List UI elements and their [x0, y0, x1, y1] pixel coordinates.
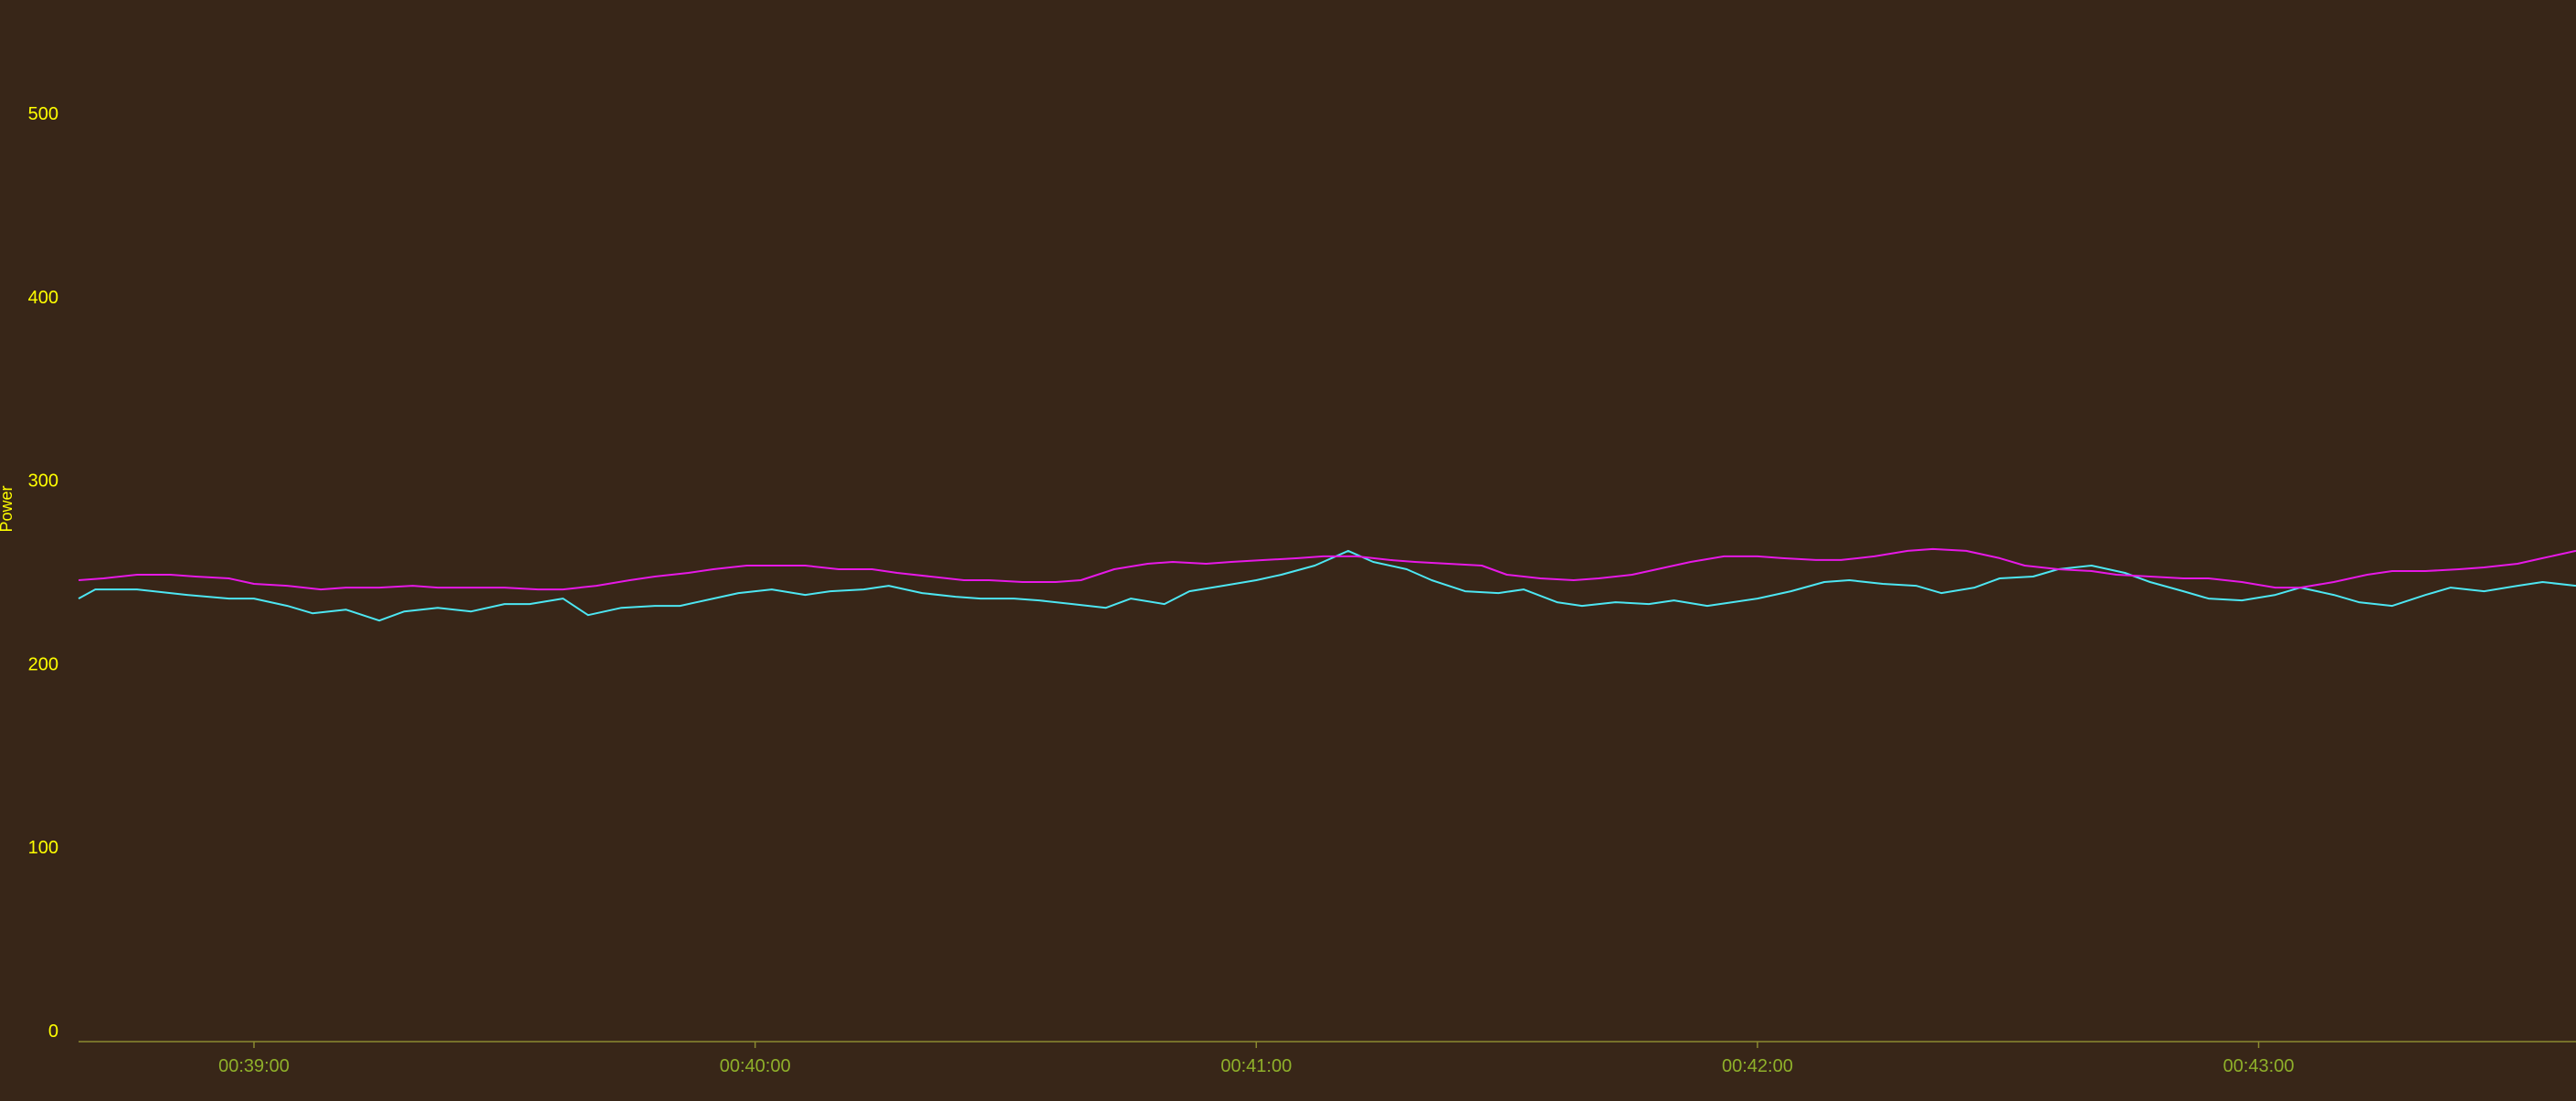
- y-tick-label: 0: [48, 1022, 58, 1042]
- x-tick-label: 00:43:00: [2223, 1056, 2295, 1076]
- y-tick-label: 500: [28, 104, 58, 124]
- x-tick-label: 00:40:00: [720, 1056, 791, 1076]
- y-axis-label: Power: [0, 485, 16, 532]
- x-tick-label: 00:42:00: [1722, 1056, 1793, 1076]
- y-axis: 0 100 200 300 400 500: [28, 104, 58, 1042]
- y-tick-label: 400: [28, 288, 58, 308]
- x-tick-label: 00:41:00: [1220, 1056, 1292, 1076]
- y-tick-label: 200: [28, 654, 58, 674]
- x-axis: 00:39:00 00:40:00 00:41:00 00:42:00 00:43:00: [79, 1041, 2576, 1076]
- series-layer: [78, 547, 2576, 622]
- series-line-1: [78, 549, 2576, 622]
- y-tick-label: 100: [28, 838, 58, 858]
- series-line-2: [78, 547, 2576, 591]
- x-tick-label: 00:39:00: [218, 1056, 290, 1076]
- y-tick-label: 300: [28, 471, 58, 492]
